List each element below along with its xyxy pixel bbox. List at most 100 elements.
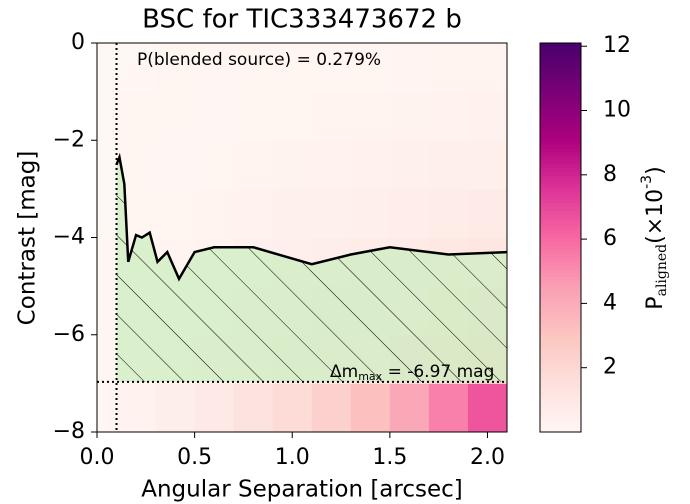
colorbar-label: Paligned(×10-3)	[639, 166, 670, 309]
heatmap-cell	[116, 383, 157, 432]
heatmap-cell	[194, 43, 235, 93]
y-tick-label: −2	[53, 127, 85, 152]
colorbar-strip	[540, 93, 581, 98]
heatmap-cell	[389, 43, 430, 93]
contrast-curve	[115, 152, 507, 282]
colorbar-strip	[540, 210, 581, 215]
y-tick-label: −8	[53, 419, 85, 444]
colorbar-strip	[540, 404, 581, 410]
colorbar-tick-label: 6	[603, 226, 617, 251]
colorbar-strip	[540, 284, 581, 289]
heatmap-cell	[467, 188, 507, 238]
colorbar-strip	[540, 43, 581, 48]
x-tick-label: 0.5	[177, 445, 212, 470]
colorbar-tick-label: 8	[603, 162, 617, 187]
colorbar-strip	[540, 291, 581, 297]
heatmap-cell	[467, 91, 507, 141]
heatmap-cell	[97, 383, 118, 432]
colorbar-strip	[540, 342, 581, 347]
heatmap-cell	[116, 43, 157, 93]
colorbar-strip	[540, 175, 581, 180]
chart-title: BSC for TIC333473672 b	[142, 5, 462, 35]
heatmap-cell	[350, 43, 391, 93]
heatmap-cell	[272, 383, 313, 432]
heatmap-cell	[272, 91, 313, 141]
colorbar-strip	[540, 350, 581, 355]
heatmap-cell	[350, 91, 391, 141]
colorbar-strip	[540, 120, 581, 126]
colorbar-strip	[540, 381, 581, 386]
cb-sup: -3	[639, 175, 655, 189]
heatmap-cell	[155, 43, 196, 93]
colorbar-strip	[540, 408, 581, 414]
colorbar-strip	[540, 319, 581, 324]
heatmap-cell	[194, 383, 235, 432]
y-tick-label: 0	[71, 30, 85, 55]
colorbar-strip	[540, 113, 581, 118]
colorbar-strip	[540, 233, 581, 238]
colorbar-strip	[540, 148, 581, 153]
colorbar-strip	[540, 218, 581, 223]
colorbar-strip	[540, 124, 581, 130]
heatmap-cell	[194, 140, 235, 190]
colorbar-tick-label: 10	[603, 98, 631, 123]
heatmap-cell	[97, 286, 118, 336]
heatmap-cell	[467, 140, 507, 190]
y-tick-label: −6	[53, 322, 85, 347]
colorbar-strip	[540, 323, 581, 328]
colorbar-strip	[540, 373, 581, 379]
colorbar-strip	[540, 241, 581, 246]
colorbar-strip	[540, 268, 581, 274]
colorbar-strip	[540, 346, 581, 351]
colorbar-strip	[540, 101, 581, 106]
colorbar-strip	[540, 50, 581, 56]
heatmap-cell	[428, 91, 469, 141]
colorbar-strip	[540, 420, 581, 425]
colorbar-strip	[540, 288, 581, 293]
colorbar-tick-label: 2	[603, 355, 617, 380]
heatmap-cell	[272, 43, 313, 93]
colorbar-strip	[540, 256, 581, 262]
x-axis-label: Angular Separation [arcsec]	[141, 477, 463, 503]
heatmap-cell	[467, 43, 507, 93]
colorbar-strip	[540, 396, 581, 402]
colorbar-strip	[540, 377, 581, 382]
heatmap-cell	[389, 91, 430, 141]
colorbar-strip	[540, 245, 581, 250]
colorbar-strip	[540, 361, 581, 367]
colorbar-strip	[540, 81, 581, 87]
colorbar-strip	[540, 393, 581, 398]
colorbar-strip	[540, 66, 581, 71]
colorbar-strip	[540, 136, 581, 141]
colorbar-strip	[540, 159, 581, 165]
heatmap-cell	[233, 140, 274, 190]
heatmap-cell	[311, 91, 352, 141]
colorbar-strip	[540, 326, 581, 332]
heatmap-cell	[467, 383, 507, 432]
colorbar-strip	[540, 354, 581, 359]
heatmap-cell	[389, 383, 430, 432]
colorbar-strip	[540, 412, 581, 417]
colorbar-tick-label: 12	[603, 33, 631, 58]
heatmap-cell	[233, 91, 274, 141]
heatmap-cell	[97, 140, 118, 190]
heatmap-cell	[272, 188, 313, 238]
colorbar-strip	[540, 272, 581, 277]
heatmap-cell	[311, 188, 352, 238]
heatmap-cell	[155, 188, 196, 238]
x-tick-label: 1.5	[372, 445, 407, 470]
heatmap-cell	[311, 140, 352, 190]
colorbar-strip	[540, 424, 581, 429]
dmax-main: Δm	[330, 362, 358, 382]
plot-area	[97, 43, 507, 432]
heatmap-cell	[233, 188, 274, 238]
cb-close: )	[643, 166, 668, 175]
colorbar-strip	[540, 334, 581, 340]
colorbar-strip	[540, 221, 581, 227]
colorbar-strip	[540, 369, 581, 375]
heatmap-cell	[155, 383, 196, 432]
heatmap-cell	[97, 188, 118, 238]
colorbar-strip	[540, 307, 581, 312]
heatmap-cell	[97, 334, 118, 384]
